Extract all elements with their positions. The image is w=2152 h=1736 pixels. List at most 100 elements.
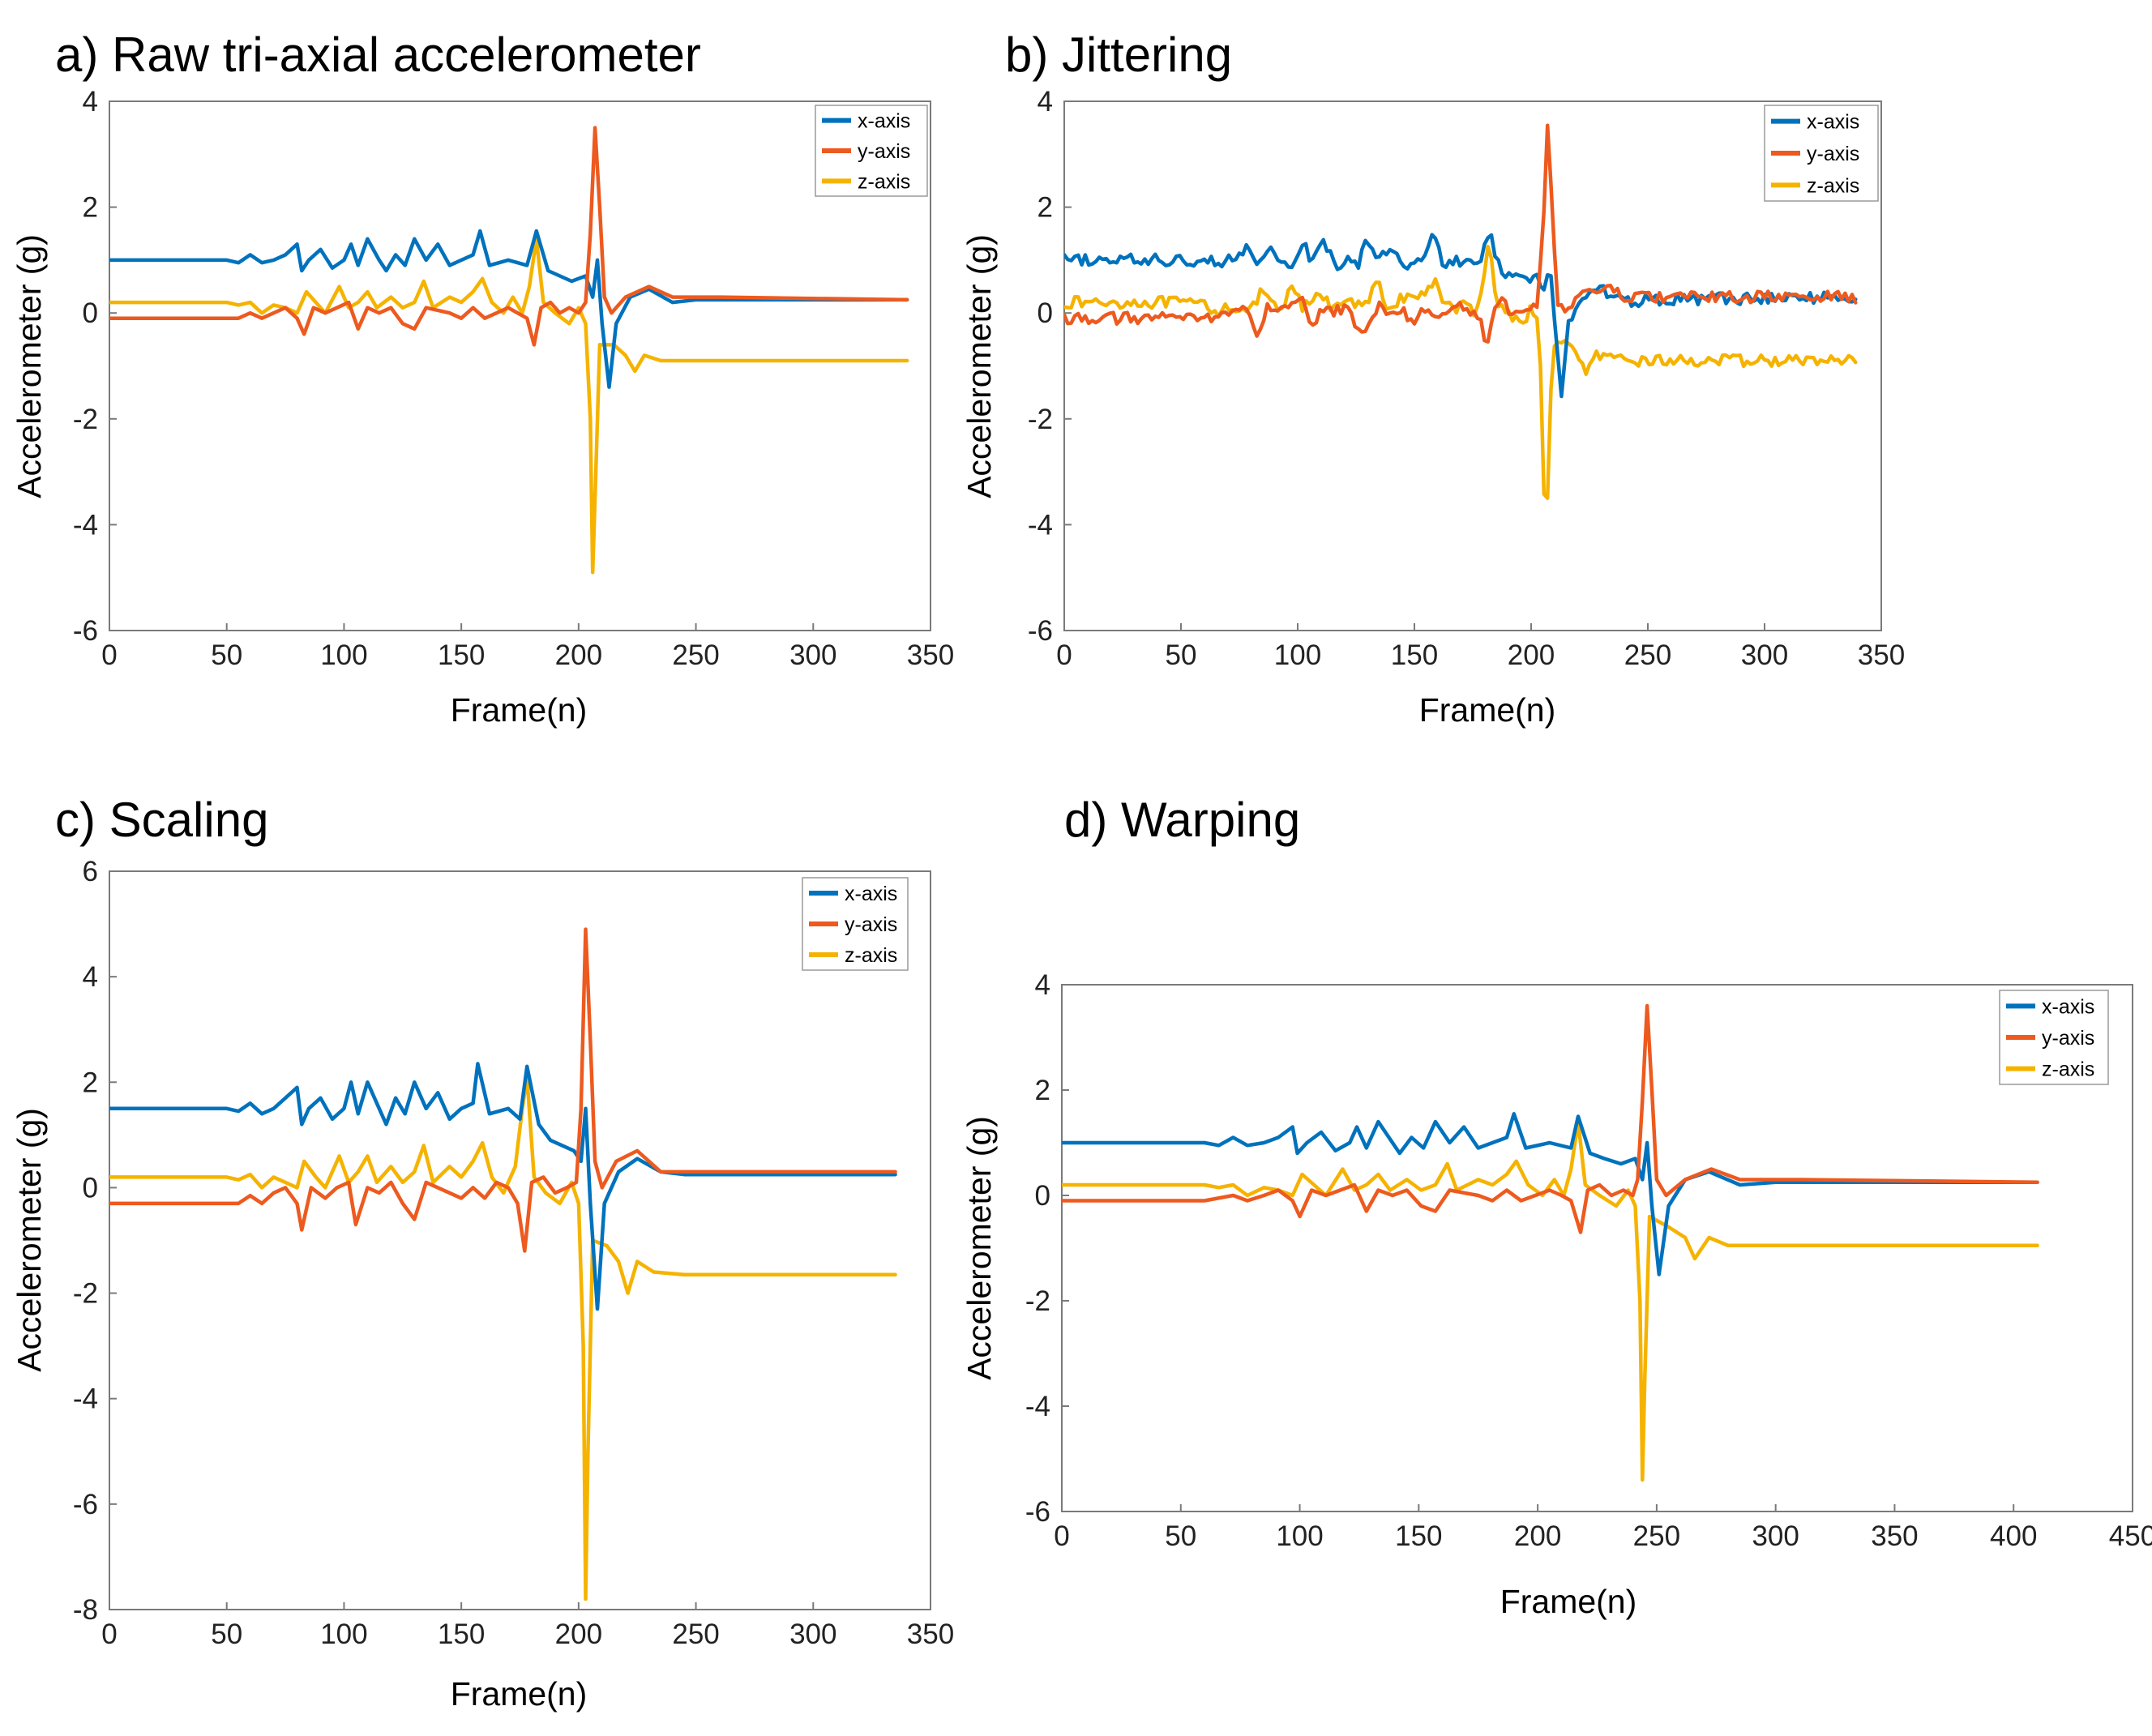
y-tick-label: -6 bbox=[1028, 615, 1053, 647]
x-tick-label: 250 bbox=[1633, 1520, 1680, 1552]
y-axis-label: Accelerometer (g) bbox=[11, 234, 48, 498]
x-tick-label: 0 bbox=[101, 1618, 117, 1650]
series-line-y-axis bbox=[109, 927, 897, 1253]
legend-label-y-axis: y-axis bbox=[845, 913, 897, 936]
x-tick-label: 100 bbox=[320, 639, 367, 671]
x-tick-label: 250 bbox=[672, 1618, 719, 1650]
x-tick-label: 50 bbox=[211, 639, 242, 671]
y-tick-label: -2 bbox=[73, 404, 98, 435]
x-tick-label: 0 bbox=[1056, 639, 1072, 671]
chart-title: d) Warping bbox=[1064, 793, 1300, 847]
chart-title: b) Jittering bbox=[1005, 28, 1232, 82]
y-axis-label: Accelerometer (g) bbox=[960, 234, 998, 498]
x-tick-label: 300 bbox=[1741, 639, 1788, 671]
y-axis-label: Accelerometer (g) bbox=[11, 1108, 48, 1372]
y-tick-label: 2 bbox=[83, 192, 98, 224]
chart-title: a) Raw tri-axial accelerometer bbox=[55, 28, 701, 82]
x-tick-label: 300 bbox=[789, 1618, 836, 1650]
x-tick-label: 50 bbox=[211, 1618, 242, 1650]
plot-area bbox=[1063, 100, 1882, 631]
x-tick-label: 450 bbox=[2109, 1520, 2152, 1552]
x-tick-label: 200 bbox=[1514, 1520, 1561, 1552]
x-axis-label: Frame(n) bbox=[1500, 1583, 1637, 1620]
y-tick-label: 0 bbox=[83, 1172, 98, 1204]
x-tick-label: 50 bbox=[1165, 1520, 1196, 1552]
series-line-x-axis bbox=[1064, 233, 1858, 399]
y-tick-label: 0 bbox=[83, 297, 98, 329]
legend-label-y-axis: y-axis bbox=[858, 140, 910, 163]
legend: x-axis y-axis z-axis bbox=[815, 105, 928, 197]
x-tick-label: 150 bbox=[438, 1618, 485, 1650]
x-axis-label: Frame(n) bbox=[1419, 691, 1556, 729]
x-tick-label: 0 bbox=[101, 639, 117, 671]
y-tick-label: -8 bbox=[73, 1594, 98, 1626]
y-tick-label: 0 bbox=[1035, 1180, 1050, 1212]
plot-area bbox=[109, 870, 931, 1610]
series-line-x-axis bbox=[1062, 1112, 2039, 1276]
chart-panel-d: d) Warping 0 50 100 150 200 250 300 350 400 450 4 2 0… bbox=[960, 793, 2152, 1620]
legend-label-y-axis: y-axis bbox=[1807, 143, 1859, 165]
y-tick-label: -2 bbox=[1025, 1285, 1050, 1317]
x-tick-label: 100 bbox=[1274, 639, 1321, 671]
y-tick-label: 2 bbox=[83, 1067, 98, 1098]
x-axis-label: Frame(n) bbox=[451, 691, 588, 729]
chart-panel-b: b) Jittering 0 50 100 150 200 250 300 350 4 2 0 -2 -4… bbox=[960, 28, 1905, 729]
series-line-z-axis bbox=[109, 237, 909, 575]
legend-label-z-axis: z-axis bbox=[1807, 174, 1859, 197]
y-tick-label: 4 bbox=[1037, 86, 1053, 118]
y-tick-label: 2 bbox=[1035, 1075, 1050, 1106]
chart-panel-a: a) Raw tri-axial accelerometer 0 50 100 150 2… bbox=[11, 28, 954, 729]
x-tick-label: 350 bbox=[1871, 1520, 1918, 1552]
x-tick-label: 150 bbox=[1391, 639, 1438, 671]
y-tick-label: -4 bbox=[1025, 1391, 1050, 1422]
y-tick-label: -6 bbox=[73, 615, 98, 647]
series-line-x-axis bbox=[109, 1062, 897, 1311]
y-tick-label: -6 bbox=[73, 1489, 98, 1520]
series-line-z-axis bbox=[109, 1075, 897, 1601]
legend: x-axis y-axis z-axis bbox=[1764, 105, 1879, 202]
plot-area bbox=[109, 100, 931, 631]
x-tick-label: 200 bbox=[555, 1618, 602, 1650]
y-tick-label: 6 bbox=[83, 856, 98, 887]
series-line-y-axis bbox=[1064, 123, 1858, 344]
legend-label-z-axis: z-axis bbox=[858, 170, 910, 193]
y-tick-label: -4 bbox=[73, 509, 98, 541]
x-tick-label: 350 bbox=[907, 639, 954, 671]
series-line-z-axis bbox=[1062, 1119, 2039, 1482]
x-axis-label: Frame(n) bbox=[451, 1675, 588, 1712]
legend-label-y-axis: y-axis bbox=[2042, 1027, 2094, 1050]
y-tick-label: 2 bbox=[1037, 192, 1053, 224]
x-tick-label: 350 bbox=[1858, 639, 1905, 671]
y-tick-label: -6 bbox=[1025, 1496, 1050, 1528]
y-tick-label: 4 bbox=[83, 86, 98, 118]
x-tick-label: 300 bbox=[789, 639, 836, 671]
y-tick-label: -2 bbox=[73, 1278, 98, 1310]
legend-label-x-axis: x-axis bbox=[1807, 111, 1859, 134]
legend-label-x-axis: x-axis bbox=[2042, 995, 2094, 1018]
series-line-y-axis bbox=[109, 126, 909, 347]
x-tick-label: 400 bbox=[1990, 1520, 2037, 1552]
x-tick-label: 150 bbox=[438, 639, 485, 671]
y-axis-label: Accelerometer (g) bbox=[960, 1116, 998, 1380]
x-tick-label: 350 bbox=[907, 1618, 954, 1650]
legend-label-x-axis: x-axis bbox=[858, 110, 910, 133]
y-tick-label: 4 bbox=[83, 961, 98, 993]
x-tick-label: 250 bbox=[1624, 639, 1671, 671]
x-tick-label: 300 bbox=[1752, 1520, 1799, 1552]
plot-area bbox=[1061, 984, 2133, 1512]
x-tick-label: 50 bbox=[1166, 639, 1197, 671]
x-tick-label: 0 bbox=[1054, 1520, 1069, 1552]
x-tick-label: 200 bbox=[1508, 639, 1555, 671]
x-tick-label: 150 bbox=[1395, 1520, 1442, 1552]
y-tick-label: 4 bbox=[1035, 969, 1050, 1001]
legend-label-x-axis: x-axis bbox=[845, 883, 897, 905]
chart-panel-c: c) Scaling 0 50 100 150 200 250 300 350 6 4 2 0 -2 -4 -… bbox=[11, 793, 954, 1712]
chart-title: c) Scaling bbox=[55, 793, 268, 847]
y-tick-label: -4 bbox=[1028, 509, 1053, 541]
y-tick-label: -2 bbox=[1028, 404, 1053, 435]
legend: x-axis y-axis z-axis bbox=[1999, 990, 2109, 1085]
legend-label-z-axis: z-axis bbox=[2042, 1058, 2094, 1081]
x-tick-label: 100 bbox=[320, 1618, 367, 1650]
x-tick-label: 250 bbox=[672, 639, 719, 671]
